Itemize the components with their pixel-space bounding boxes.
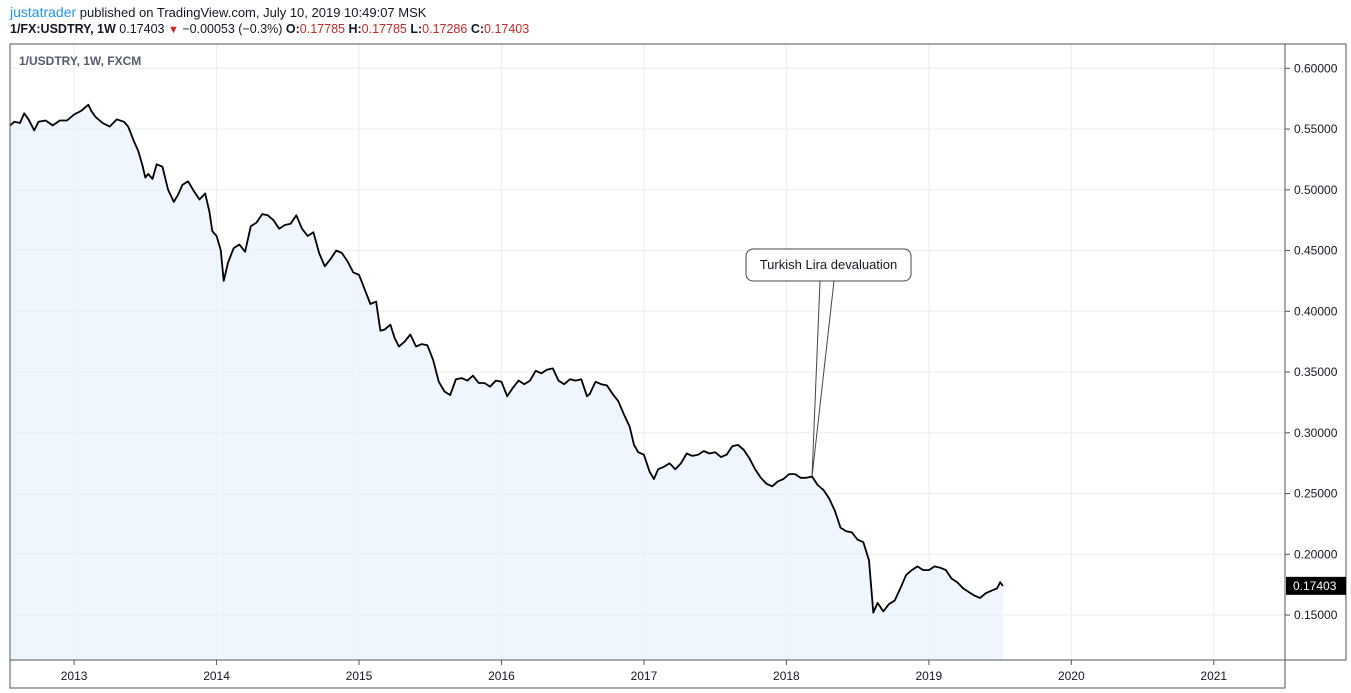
open-value: 0.17785 <box>299 22 345 36</box>
x-tick-label: 2019 <box>916 669 943 683</box>
x-tick-label: 2021 <box>1200 669 1227 683</box>
x-tick-label: 2017 <box>631 669 658 683</box>
y-tick-label: 0.25000 <box>1294 487 1338 501</box>
last-price-label: 0.17403 <box>1293 579 1337 593</box>
y-tick-label: 0.60000 <box>1294 61 1338 75</box>
y-axis-frame <box>1284 43 1347 661</box>
y-tick-label: 0.15000 <box>1294 608 1338 622</box>
close-label: C: <box>470 22 485 36</box>
x-axis-frame <box>9 659 1286 689</box>
y-tick-label: 0.20000 <box>1294 547 1338 561</box>
symbol-info: 1/FX:USDTRY, 1W 0.17403 ▼ −0.00053 (−0.3… <box>10 22 529 36</box>
y-tick-label: 0.50000 <box>1294 183 1338 197</box>
y-tick-label: 0.45000 <box>1294 244 1338 258</box>
y-tick-label: 0.55000 <box>1294 122 1338 136</box>
y-tick-label: 0.40000 <box>1294 304 1338 318</box>
annotation-text: Turkish Lira devaluation <box>760 257 898 272</box>
high-label: H: <box>348 22 362 36</box>
y-tick-label: 0.30000 <box>1294 426 1338 440</box>
x-tick-label: 2015 <box>346 669 373 683</box>
annotation-callout[interactable]: Turkish Lira devaluation <box>745 248 912 477</box>
close-price: 0.17403 <box>484 22 530 36</box>
high-value: 0.17785 <box>361 22 407 36</box>
change-down-icon: ▼ <box>167 24 179 36</box>
author-link[interactable]: justatrader <box>10 4 77 20</box>
price-area <box>10 104 1003 660</box>
publish-info: justatrader published on TradingView.com… <box>10 4 426 20</box>
y-tick-label: 0.35000 <box>1294 365 1338 379</box>
open-label: O: <box>285 22 300 36</box>
last-price-tag: 0.17403 <box>1286 576 1346 595</box>
low-value: 0.17286 <box>422 22 468 36</box>
x-tick-label: 2020 <box>1058 669 1085 683</box>
callout-box <box>745 248 912 282</box>
x-tick-label: 2016 <box>488 669 515 683</box>
x-tick-label: 2013 <box>61 669 88 683</box>
price-line <box>9 103 1004 614</box>
last-price-box <box>1286 576 1346 595</box>
series-legend: 1/USDTRY, 1W, FXCM <box>19 54 141 68</box>
low-label: L: <box>410 22 423 36</box>
symbol-label: 1/FX:USDTRY, 1W <box>10 22 116 36</box>
change-value: −0.00053 (−0.3%) <box>182 22 283 36</box>
close-value: 0.17403 <box>119 22 165 36</box>
x-axis[interactable]: 2013 2014 2015 2016 2017 2018 2019 2020 2021 <box>9 659 1286 689</box>
x-tick-label: 2014 <box>203 669 230 683</box>
x-tick-label: 2018 <box>773 669 800 683</box>
published-text: published on TradingView.com, July 10, 2… <box>79 5 427 20</box>
callout-pointer <box>811 280 835 477</box>
y-axis[interactable]: 0.15000 0.20000 0.25000 0.30000 0.35000 0.400… <box>1284 43 1347 661</box>
